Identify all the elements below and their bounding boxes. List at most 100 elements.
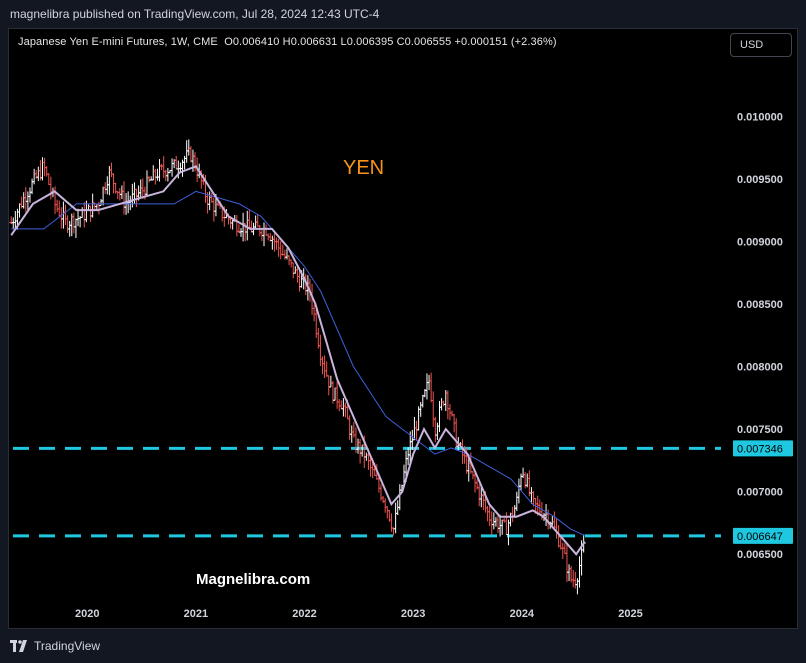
- annotation-yen[interactable]: YEN: [343, 157, 384, 179]
- symbol-legend: Japanese Yen E-mini Futures, 1W, CME O0.…: [18, 36, 557, 48]
- price-bar: [477, 484, 482, 507]
- price-bar: [63, 204, 68, 226]
- x-tick-label: 2023: [401, 608, 425, 620]
- price-bar: [42, 157, 47, 177]
- price-bar: [560, 542, 565, 559]
- price-bar: [328, 375, 333, 388]
- y-tick-label: 0.009500: [737, 174, 783, 186]
- price-bar: [493, 517, 498, 527]
- price-bar: [437, 400, 442, 432]
- price-bar: [46, 173, 51, 185]
- price-bar: [261, 222, 266, 247]
- price-bar: [326, 375, 331, 396]
- price-bar: [521, 467, 526, 478]
- price-bar: [567, 564, 572, 582]
- price-bar: [571, 569, 576, 588]
- price-bar: [439, 398, 444, 411]
- price-bar: [564, 542, 569, 583]
- price-bar: [73, 218, 78, 238]
- price-bar: [573, 571, 578, 589]
- price-bar: [165, 167, 170, 182]
- price-bar: [525, 473, 530, 488]
- price-bar: [88, 205, 93, 222]
- price-bar: [416, 406, 421, 431]
- price-bar: [270, 235, 275, 250]
- tradingview-logo-icon[interactable]: [10, 640, 30, 652]
- price-bar: [320, 356, 325, 375]
- chart-pane[interactable]: [8, 28, 798, 629]
- price-bar: [17, 203, 22, 218]
- price-bar: [429, 372, 434, 403]
- y-tick-label: 0.007500: [737, 424, 783, 436]
- publish-header: magnelibra published on TradingView.com,…: [0, 0, 806, 28]
- price-bar: [433, 416, 438, 443]
- price-bar: [445, 390, 450, 420]
- price-bar: [188, 146, 193, 163]
- price-bar: [356, 438, 361, 454]
- published-info: magnelibra published on TradingView.com,…: [10, 7, 380, 21]
- price-bar: [23, 187, 28, 213]
- price-bar: [364, 452, 369, 461]
- price-bar: [128, 195, 133, 211]
- x-tick-label: 2021: [184, 608, 208, 620]
- price-bar: [119, 185, 124, 200]
- price-bar: [48, 176, 53, 200]
- price-bar: [424, 373, 429, 400]
- price-bar: [178, 162, 183, 172]
- price-bar: [502, 518, 507, 523]
- price-bar: [385, 506, 390, 519]
- price-bar: [67, 220, 72, 237]
- price-bar: [109, 162, 114, 178]
- y-tick-label: 0.008500: [737, 299, 783, 311]
- tradingview-brand[interactable]: TradingView: [34, 639, 101, 653]
- annotation-website[interactable]: Magnelibra.com: [196, 571, 310, 588]
- price-bar: [155, 168, 160, 181]
- price-bar: [552, 511, 557, 529]
- price-bar: [174, 155, 179, 170]
- price-bar: [562, 543, 567, 555]
- price-bar: [383, 498, 388, 513]
- level-price-label: 0.007346: [737, 443, 783, 455]
- price-bar: [21, 192, 26, 209]
- price-bar: [211, 197, 216, 222]
- price-bar: [103, 182, 108, 194]
- price-bar: [341, 398, 346, 417]
- y-tick-label: 0.006500: [737, 549, 783, 561]
- currency-button[interactable]: USD: [730, 33, 792, 57]
- price-bar: [144, 170, 149, 196]
- price-bar: [381, 496, 386, 503]
- price-bar: [282, 249, 287, 260]
- y-axis[interactable]: 0.010000 0.009500 0.009000 0.008500 0.008000…: [737, 111, 783, 561]
- price-bar: [506, 519, 511, 546]
- price-bar: [491, 512, 496, 530]
- price-bar: [44, 166, 49, 177]
- horizontal-levels[interactable]: 0.007346 0.006647: [13, 440, 793, 544]
- x-axis[interactable]: 2020 2021 2022 2023 2024 2025: [75, 608, 643, 620]
- price-bars: [9, 139, 586, 595]
- y-tick-label: 0.010000: [737, 111, 783, 123]
- price-bar: [324, 361, 329, 377]
- price-bar: [420, 394, 425, 408]
- price-bar: [40, 157, 45, 181]
- price-bar: [322, 355, 327, 379]
- price-bar: [138, 179, 143, 199]
- price-bar: [55, 199, 60, 212]
- price-bar: [406, 447, 411, 466]
- level-price-tag: [733, 440, 793, 457]
- y-tick-label: 0.008000: [737, 362, 783, 374]
- price-bar: [272, 233, 277, 252]
- price-bar: [11, 217, 16, 229]
- y-tick-label: 0.009000: [737, 236, 783, 248]
- price-bar: [523, 472, 528, 489]
- price-bar: [360, 444, 365, 457]
- price-bar: [447, 404, 452, 421]
- x-tick-label: 2024: [510, 608, 535, 620]
- y-tick-label: 0.007000: [737, 487, 783, 499]
- price-bar: [234, 215, 239, 237]
- price-bar: [186, 139, 191, 156]
- price-bar: [414, 420, 419, 441]
- price-bar: [527, 470, 532, 497]
- price-bar: [450, 410, 455, 417]
- price-bar: [151, 165, 156, 181]
